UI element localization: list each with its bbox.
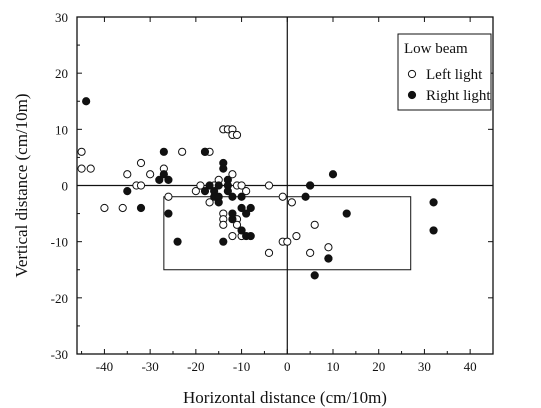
left-light-point [242, 187, 251, 196]
legend-marker-left-light [407, 69, 417, 79]
right-light-point [306, 181, 315, 190]
left-light-point [264, 248, 274, 257]
right-light-point [123, 187, 132, 196]
left-light-point [310, 220, 319, 229]
left-light-point [278, 192, 287, 201]
left-light-point [146, 170, 155, 179]
left-light-point [292, 231, 301, 241]
region-rectangle [163, 196, 412, 271]
x-tick-label: 0 [284, 359, 291, 374]
left-light-point [264, 181, 274, 190]
right-light-point [136, 203, 146, 213]
x-tick-label: -10 [233, 359, 250, 374]
left-light-point [136, 158, 146, 168]
right-light-point [246, 231, 255, 241]
right-light-point [228, 209, 237, 218]
data-points [77, 97, 438, 280]
left-light-point [191, 187, 200, 196]
left-light-point [77, 164, 86, 173]
right-light-point [429, 226, 438, 235]
left-light-point [205, 198, 214, 207]
right-light-point [159, 147, 168, 156]
x-tick-label: -30 [141, 359, 158, 374]
y-axis-title: Vertical distance (cm/10m) [12, 93, 31, 277]
right-light-point [223, 187, 232, 196]
left-light-point [232, 220, 242, 229]
right-light-point [328, 170, 338, 179]
left-light-point [100, 203, 109, 213]
right-light-point [164, 209, 173, 218]
right-light-point [82, 97, 91, 106]
right-light-point [214, 198, 223, 207]
x-tick-label: -20 [187, 359, 204, 374]
left-light-point [306, 248, 315, 257]
left-light-point [287, 198, 296, 207]
right-light-point [237, 203, 246, 213]
legend-title: Low beam [404, 41, 468, 57]
right-light-point [228, 192, 237, 201]
left-light-point [283, 237, 292, 246]
left-light-point [228, 170, 237, 179]
right-light-point [214, 181, 223, 190]
left-light-point [77, 147, 86, 156]
y-tick-label: -10 [51, 235, 68, 250]
y-tick-label: 20 [55, 66, 68, 81]
y-tick-label: -20 [51, 291, 68, 306]
x-tick-label: 40 [464, 359, 477, 374]
right-light-point [237, 192, 246, 201]
left-light-point [178, 147, 187, 156]
y-tick-label: 30 [55, 10, 68, 25]
left-light-point [196, 181, 205, 190]
left-light-point [86, 164, 95, 173]
x-tick-label: -40 [96, 359, 113, 374]
y-tick-label: 0 [62, 179, 69, 194]
left-light-point [237, 181, 246, 190]
x-axis-title: Horizontal distance (cm/10m) [183, 388, 387, 407]
right-light-point [164, 175, 173, 184]
left-light-point [136, 181, 146, 190]
right-light-point [200, 187, 210, 196]
left-light-point [324, 243, 333, 252]
left-light-point [219, 220, 228, 229]
right-light-point [200, 147, 210, 156]
right-light-point [246, 203, 255, 213]
left-light-point [164, 192, 173, 201]
right-light-point [324, 254, 333, 263]
legend: Low beam Left light Right light [397, 33, 492, 111]
right-light-point [173, 237, 182, 246]
left-light-point [123, 170, 132, 179]
right-light-point [310, 271, 319, 280]
right-light-point [301, 192, 310, 201]
right-light-point [429, 198, 438, 207]
right-light-point [205, 181, 214, 190]
legend-label-left-light: Left light [426, 67, 483, 83]
right-light-point [155, 175, 164, 184]
legend-label-right-light: Right light [426, 88, 491, 104]
y-tick-label: 10 [55, 122, 68, 137]
left-light-point [228, 231, 237, 241]
right-light-point [219, 237, 228, 246]
y-axis: -30 -20 -10 0 10 20 30 [51, 10, 493, 362]
x-axis: -40 -30 -20 -10 0 10 20 30 40 [81, 17, 494, 374]
x-tick-label: 30 [418, 359, 431, 374]
x-tick-label: 20 [372, 359, 385, 374]
x-tick-label: 10 [327, 359, 340, 374]
reference-lines [77, 17, 493, 354]
left-light-point [232, 130, 242, 140]
legend-marker-right-light [407, 90, 417, 100]
right-light-point [219, 164, 228, 173]
left-light-point [118, 203, 127, 213]
right-light-point [237, 226, 246, 235]
region-box [163, 196, 412, 271]
right-light-point [159, 170, 168, 179]
right-light-point [242, 209, 251, 218]
y-tick-label: -30 [51, 347, 68, 362]
right-light-point [342, 209, 351, 218]
